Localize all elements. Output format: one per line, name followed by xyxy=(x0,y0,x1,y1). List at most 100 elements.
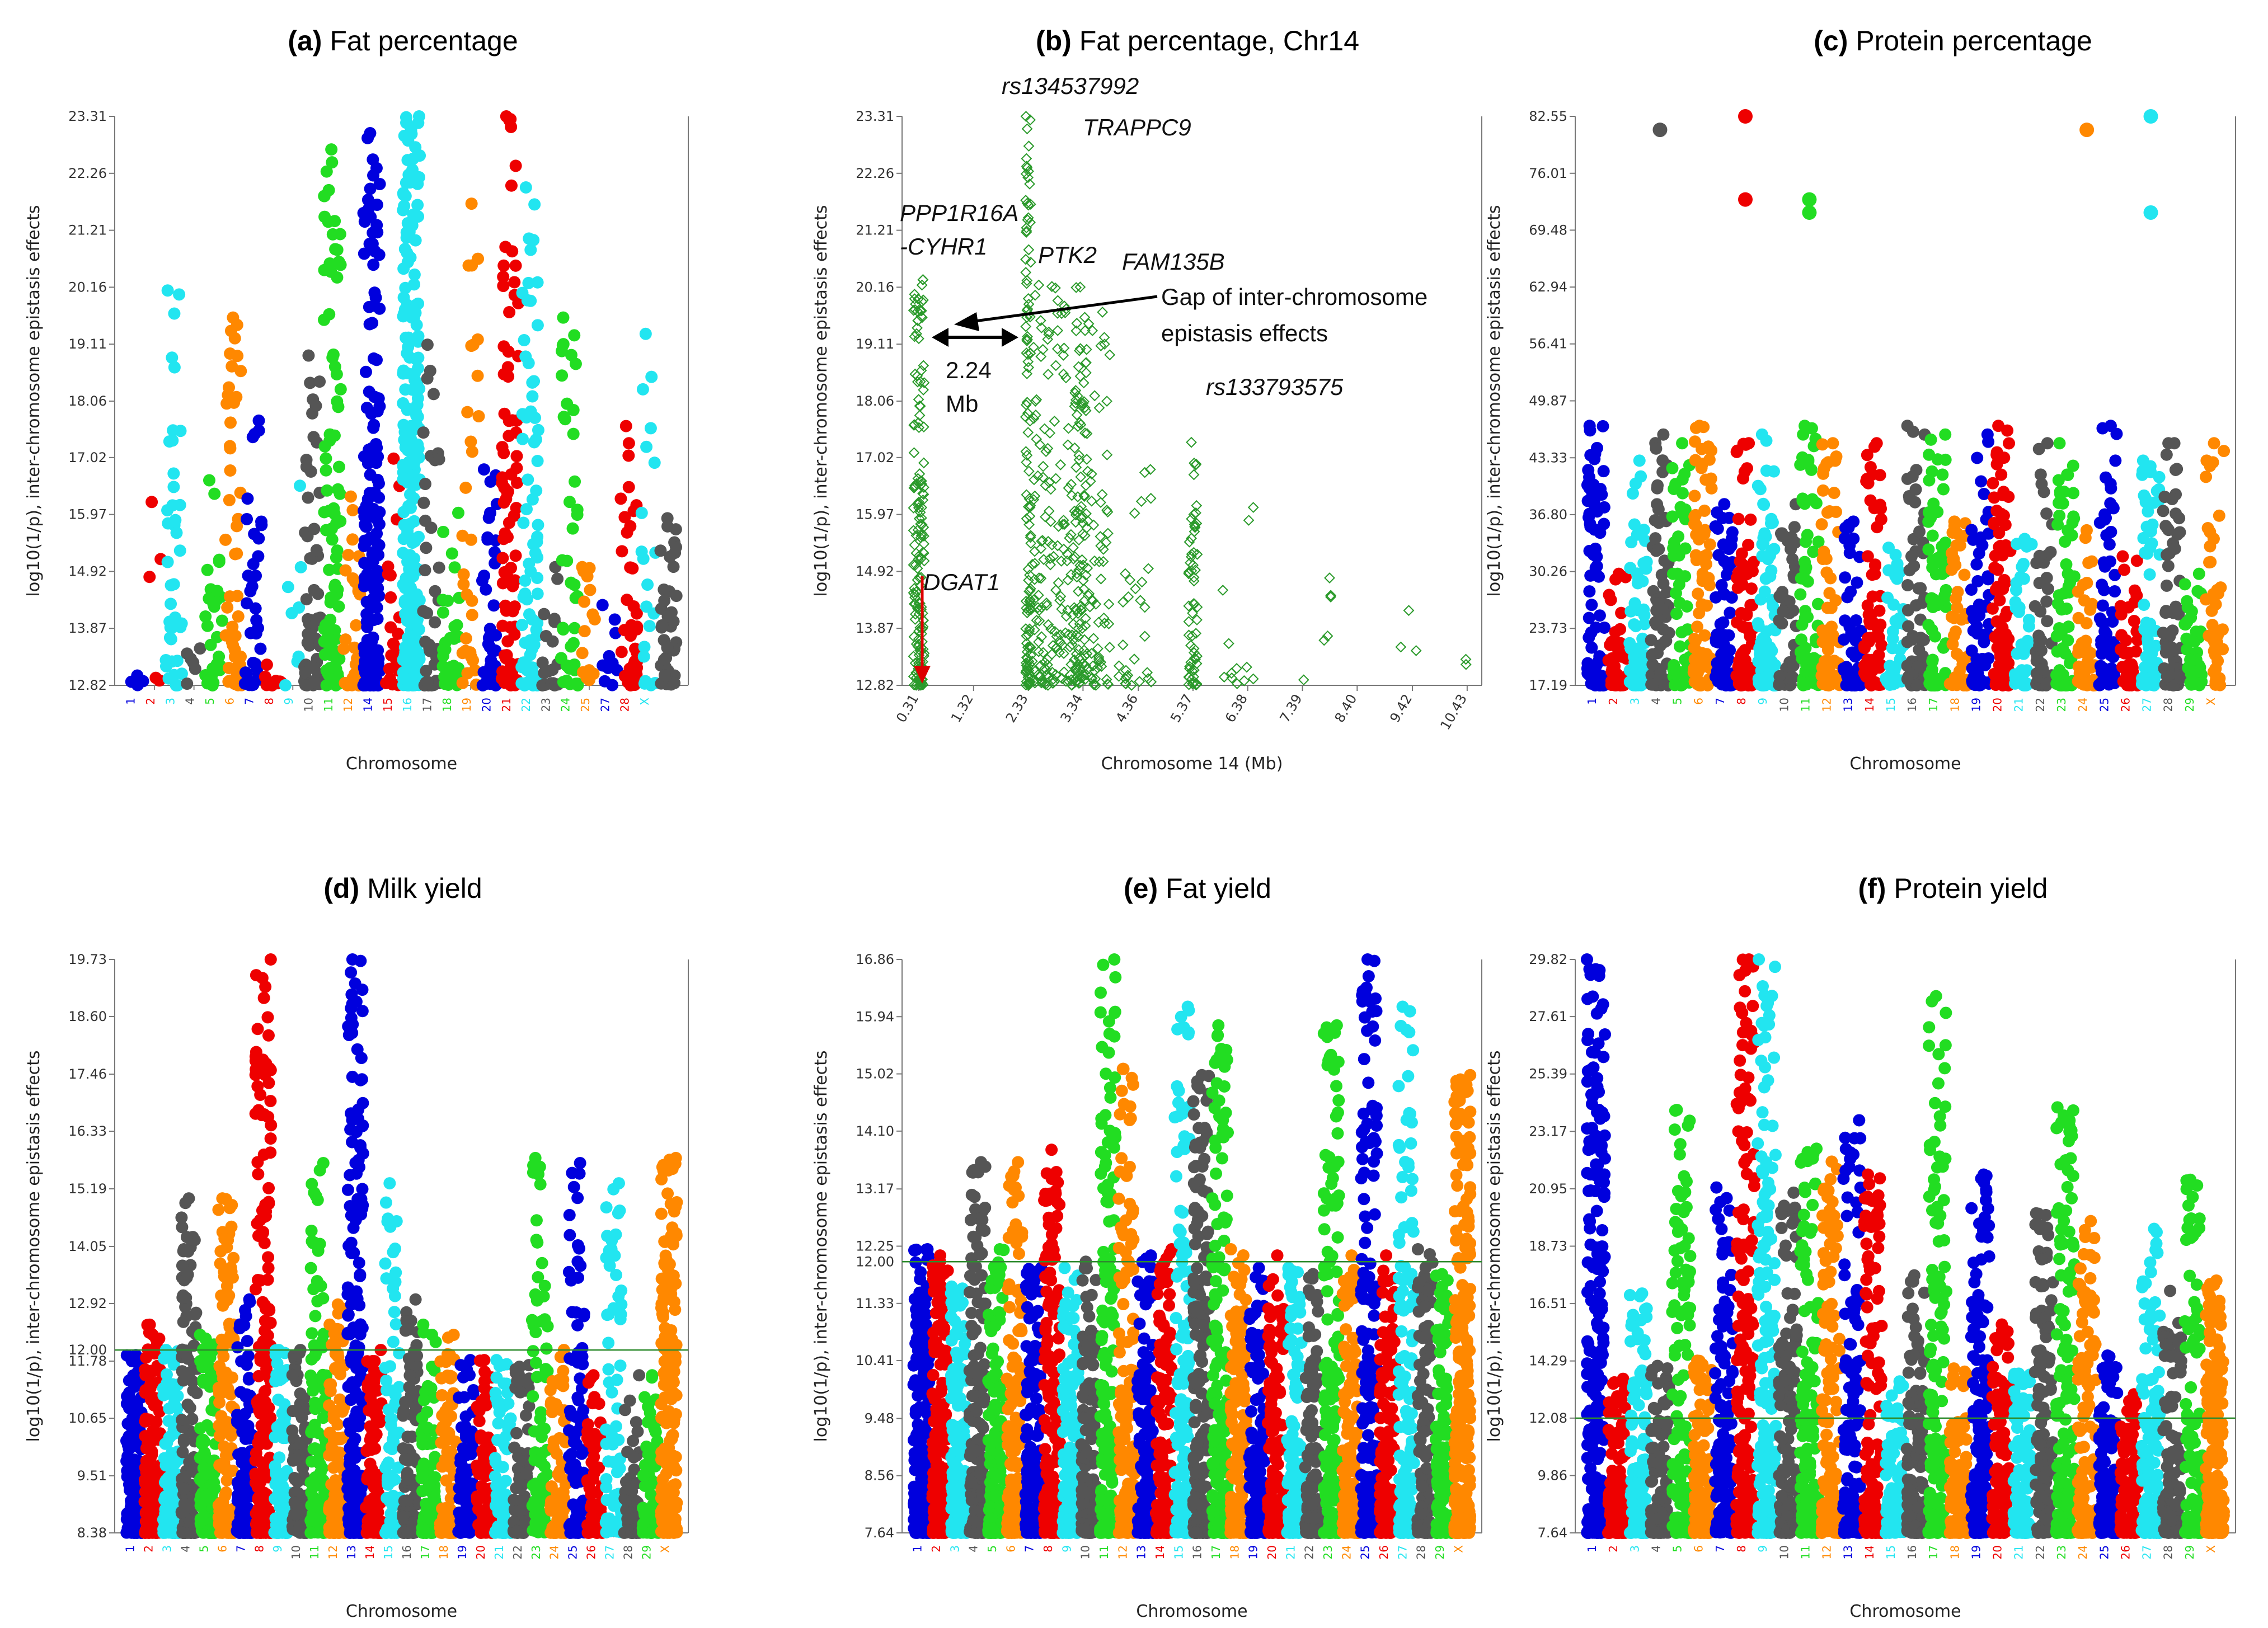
data-point xyxy=(250,627,262,640)
data-point xyxy=(2211,584,2224,596)
data-point xyxy=(421,606,434,619)
x-tick-label: 28 xyxy=(618,698,632,712)
data-point xyxy=(1816,484,1829,497)
x-tick-label: 26 xyxy=(585,1545,598,1559)
data-point xyxy=(145,1328,158,1340)
data-point xyxy=(300,679,313,691)
data-point xyxy=(497,280,510,293)
data-point xyxy=(144,1452,157,1465)
data-point xyxy=(487,599,500,612)
data-point xyxy=(166,499,179,512)
data-point xyxy=(538,608,551,620)
data-point xyxy=(1905,633,1918,646)
data-point xyxy=(560,674,573,687)
data-point xyxy=(401,256,414,269)
data-point xyxy=(419,478,431,491)
data-point xyxy=(302,349,315,362)
data-point xyxy=(226,636,238,648)
data-point xyxy=(1088,633,1100,644)
data-point xyxy=(2096,599,2109,612)
data-point xyxy=(327,348,340,361)
x-tick-label: 29 xyxy=(2183,698,2196,712)
x-tick-label: 12 xyxy=(341,698,355,712)
data-point xyxy=(1690,554,1703,567)
data-point xyxy=(2118,563,2131,576)
data-point xyxy=(320,165,333,178)
data-point xyxy=(412,335,425,348)
data-point xyxy=(1774,591,1787,604)
annotation-ptk2: PTK2 xyxy=(1038,242,1097,268)
data-point xyxy=(2067,459,2079,472)
panel-d: (d) Milk yield8.389.5110.6511.7812.9214.… xyxy=(24,873,689,1621)
outlier-point xyxy=(1652,123,1668,138)
annotation-distance-value: 2.24 xyxy=(946,357,992,383)
data-point xyxy=(326,533,339,546)
data-point xyxy=(250,570,262,582)
data-point xyxy=(482,632,495,644)
data-point xyxy=(364,182,377,195)
data-point xyxy=(1028,341,1039,353)
data-point xyxy=(1104,642,1115,653)
data-point xyxy=(500,492,513,505)
data-point xyxy=(203,592,215,605)
data-point xyxy=(466,259,478,272)
data-point xyxy=(408,552,421,565)
data-point xyxy=(2044,545,2057,558)
data-point xyxy=(1918,633,1931,646)
data-point xyxy=(1987,477,1999,490)
data-point xyxy=(201,563,214,576)
data-point xyxy=(215,1424,228,1437)
data-point xyxy=(1145,492,1157,504)
data-point xyxy=(1674,666,1687,679)
data-point xyxy=(2110,427,2123,440)
y-tick-label: 18.60 xyxy=(68,1009,107,1024)
data-point xyxy=(309,399,322,412)
x-tick-label: 25 xyxy=(2097,698,2111,712)
data-point xyxy=(364,601,377,614)
data-point xyxy=(194,642,206,655)
data-point xyxy=(227,1251,240,1264)
data-point xyxy=(1628,656,1641,669)
data-point xyxy=(243,1296,256,1309)
data-point xyxy=(1705,482,1718,495)
data-point xyxy=(365,407,378,420)
data-point xyxy=(1022,427,1034,438)
data-point xyxy=(1020,321,1032,332)
data-point xyxy=(466,609,478,622)
y-tick-label: 43.33 xyxy=(1529,450,1567,465)
data-point xyxy=(1129,653,1140,665)
data-point xyxy=(170,526,183,539)
data-point xyxy=(1973,547,1985,560)
data-point xyxy=(563,496,576,509)
x-tick-label: 12 xyxy=(326,1545,340,1559)
data-point xyxy=(1909,483,1922,496)
data-point xyxy=(568,578,581,591)
data-point xyxy=(516,286,529,299)
data-point xyxy=(1403,605,1415,617)
data-point xyxy=(1652,597,1665,610)
x-tick-label: 23 xyxy=(2055,698,2068,712)
data-point xyxy=(181,1352,194,1365)
data-point xyxy=(223,493,236,506)
data-point xyxy=(222,675,235,688)
data-point xyxy=(362,451,375,464)
data-point xyxy=(412,116,425,129)
data-point xyxy=(2185,678,2197,691)
data-point xyxy=(1800,535,1812,548)
data-point xyxy=(1650,442,1663,455)
data-point xyxy=(421,675,434,688)
x-tick-label: 28 xyxy=(622,1545,635,1559)
data-point xyxy=(2169,463,2182,476)
panel-label: (a) xyxy=(288,25,322,57)
data-point xyxy=(1990,615,2003,628)
data-point xyxy=(215,614,228,627)
data-point xyxy=(1821,643,1834,656)
x-tick-label: 7 xyxy=(234,1545,247,1552)
data-point xyxy=(181,1231,194,1244)
data-point xyxy=(1298,674,1309,686)
data-point xyxy=(370,441,383,454)
data-point xyxy=(1739,644,1752,657)
x-tick-label: 4 xyxy=(184,698,197,705)
data-point xyxy=(1760,434,1773,447)
data-point xyxy=(515,619,528,632)
